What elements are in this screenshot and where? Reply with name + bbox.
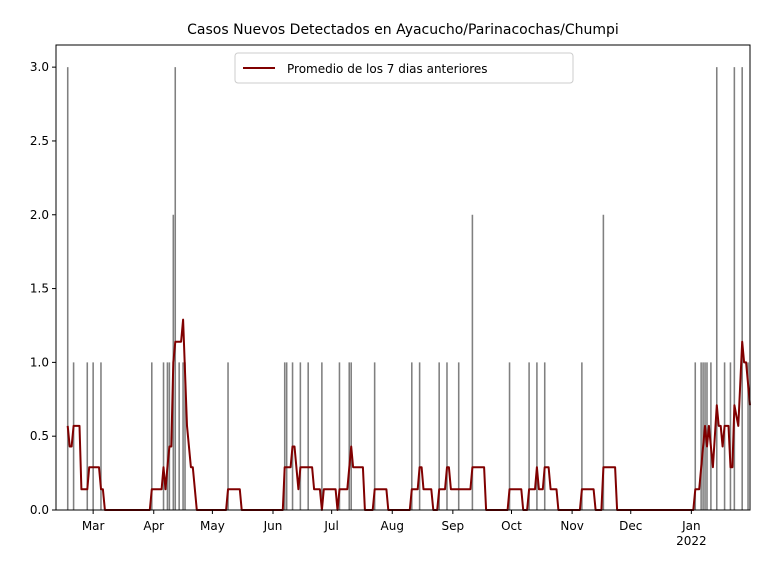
bar bbox=[182, 362, 184, 510]
bar bbox=[471, 214, 474, 510]
bar bbox=[411, 362, 413, 510]
bar bbox=[321, 362, 323, 510]
bar bbox=[227, 362, 229, 510]
y-tick-label: 0.5 bbox=[30, 429, 49, 443]
bar bbox=[350, 362, 352, 510]
bar bbox=[508, 362, 511, 510]
bar bbox=[307, 362, 309, 510]
bar bbox=[299, 362, 302, 510]
bar bbox=[166, 362, 169, 510]
bar bbox=[543, 362, 546, 510]
bar bbox=[741, 67, 743, 511]
y-tick-label: 1.0 bbox=[30, 355, 49, 369]
bar bbox=[162, 362, 165, 510]
x-tick-label: Aug bbox=[381, 519, 404, 533]
x-tick-label: Dec bbox=[619, 519, 642, 533]
x-tick-label: Sep bbox=[442, 519, 465, 533]
chart-title: Casos Nuevos Detectados en Ayacucho/Pari… bbox=[187, 22, 619, 38]
bar bbox=[700, 362, 702, 510]
bar bbox=[446, 362, 448, 510]
bar bbox=[86, 362, 89, 510]
bar bbox=[418, 362, 421, 510]
bar bbox=[66, 67, 69, 511]
bar bbox=[151, 362, 153, 510]
x-tick-label: Jun bbox=[263, 519, 283, 533]
bar bbox=[729, 362, 732, 510]
bar bbox=[733, 67, 736, 511]
x-tick-label: Nov bbox=[560, 519, 583, 533]
bar bbox=[528, 362, 530, 510]
bar bbox=[536, 362, 538, 510]
bar bbox=[285, 362, 288, 510]
bar bbox=[747, 362, 749, 510]
bar bbox=[283, 362, 286, 510]
bar bbox=[438, 362, 440, 510]
bar bbox=[291, 362, 294, 510]
bar bbox=[100, 362, 102, 510]
legend-label: Promedio de los 7 dias anteriores bbox=[287, 62, 488, 76]
x-tick-label: Apr bbox=[143, 519, 164, 533]
y-tick-label: 1.5 bbox=[30, 282, 49, 296]
bar bbox=[457, 362, 460, 510]
y-tick-label: 3.0 bbox=[30, 60, 49, 74]
bar bbox=[168, 362, 171, 510]
plot-frame bbox=[55, 44, 751, 511]
legend-box bbox=[234, 52, 574, 84]
bar bbox=[92, 362, 94, 510]
bar bbox=[348, 362, 351, 510]
bar bbox=[715, 67, 718, 511]
average-line bbox=[66, 318, 751, 511]
legend: Promedio de los 7 dias anteriores bbox=[234, 52, 574, 84]
x-tick-label: Mar bbox=[82, 519, 105, 533]
bar bbox=[174, 67, 177, 511]
bar bbox=[338, 362, 341, 510]
bar bbox=[710, 362, 712, 510]
bar bbox=[373, 362, 376, 510]
x-tick-label: Jan 2022 bbox=[676, 519, 707, 548]
bar bbox=[581, 362, 583, 510]
x-tick-label: May bbox=[200, 519, 225, 533]
bar bbox=[602, 214, 605, 510]
x-tick-label: Oct bbox=[501, 519, 522, 533]
bar bbox=[178, 362, 180, 510]
bar bbox=[184, 362, 186, 510]
y-tick-label: 0.0 bbox=[30, 503, 49, 517]
bar bbox=[694, 362, 697, 510]
y-tick-label: 2.5 bbox=[30, 134, 49, 148]
x-tick-label: Jul bbox=[323, 519, 338, 533]
y-tick-label: 2.0 bbox=[30, 208, 49, 222]
